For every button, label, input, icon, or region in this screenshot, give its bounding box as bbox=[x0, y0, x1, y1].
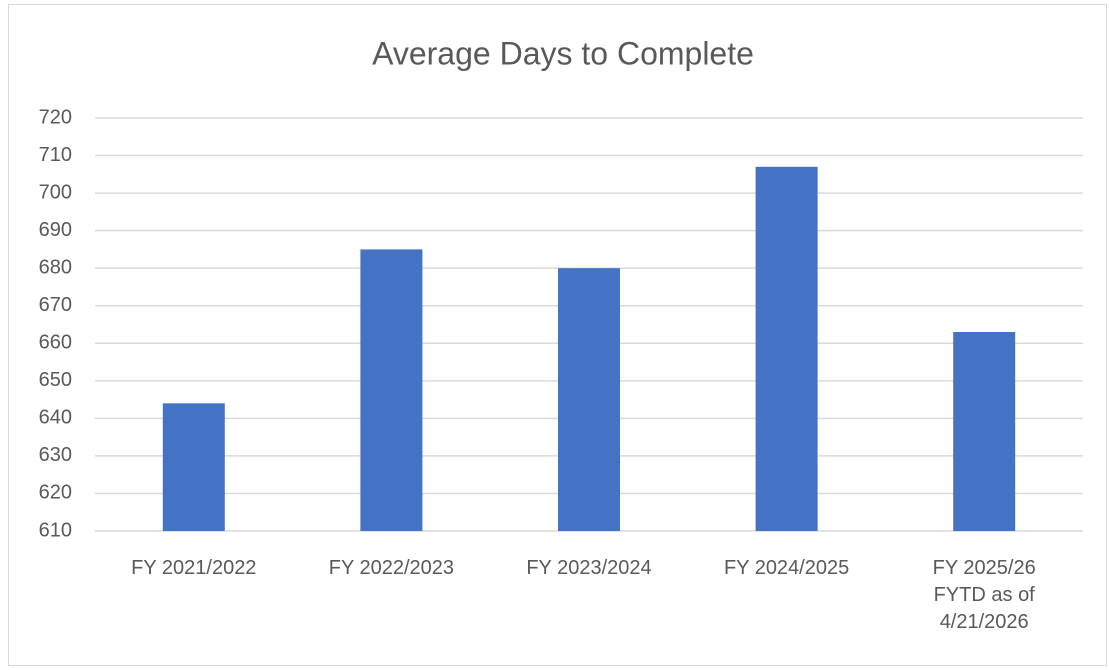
y-tick-label: 630 bbox=[39, 444, 72, 466]
y-tick-label: 660 bbox=[39, 332, 72, 354]
y-tick-label: 680 bbox=[39, 256, 72, 278]
bar bbox=[755, 166, 818, 532]
y-tick-label: 670 bbox=[39, 294, 72, 316]
y-tick-label: 710 bbox=[39, 144, 72, 166]
x-tick-label: FY 2023/2024 bbox=[526, 557, 652, 579]
y-tick-label: 700 bbox=[39, 181, 72, 203]
y-tick-label: 640 bbox=[39, 407, 72, 429]
chart-title: Average Days to Complete bbox=[372, 35, 754, 71]
bar bbox=[360, 249, 423, 531]
bar bbox=[162, 403, 225, 531]
y-tick-label: 620 bbox=[39, 482, 72, 504]
y-tick-label: 650 bbox=[39, 369, 72, 391]
x-tick-label: FY 2025/26 FYTD as of 4/21/2026 bbox=[932, 557, 1036, 633]
x-tick-label: FY 2022/2023 bbox=[328, 557, 455, 579]
y-tick-label: 720 bbox=[39, 106, 72, 128]
chart-frame bbox=[8, 4, 1107, 666]
x-tick-label: FY 2024/2025 bbox=[723, 557, 850, 579]
y-tick-label: 690 bbox=[39, 219, 72, 241]
y-tick-label: 610 bbox=[39, 519, 72, 541]
x-tick-label: FY 2021/2022 bbox=[131, 557, 257, 579]
bar bbox=[558, 268, 620, 531]
bar bbox=[953, 332, 1016, 531]
